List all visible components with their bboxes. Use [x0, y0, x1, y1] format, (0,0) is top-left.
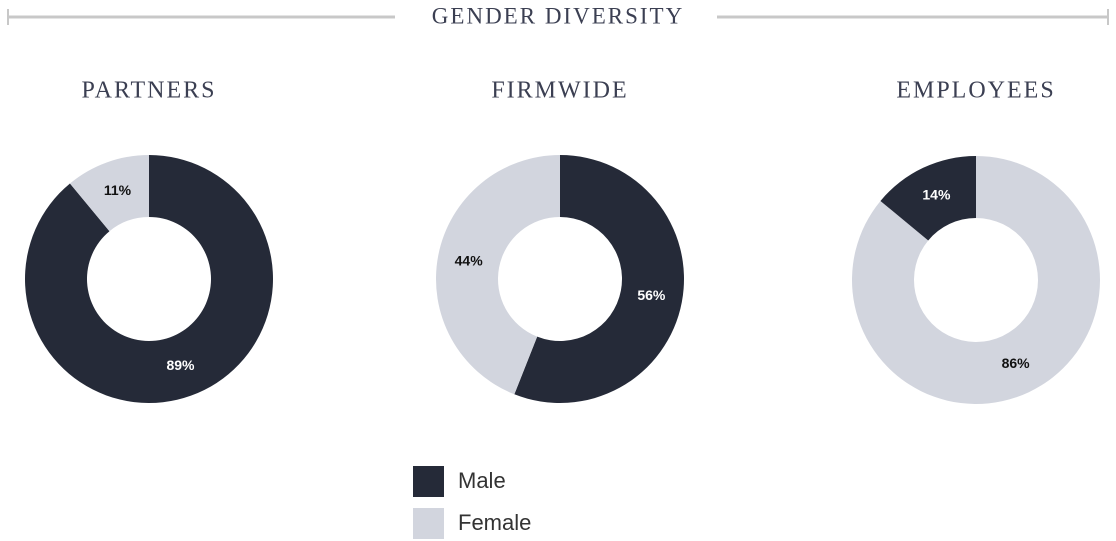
donut-slice [24, 155, 273, 404]
chart-title: PARTNERS [81, 78, 216, 104]
data-label: 56% [637, 287, 666, 303]
donut-slice [435, 155, 560, 395]
legend-label: Male [458, 468, 506, 493]
legend-swatch [413, 508, 444, 539]
data-label: 86% [1002, 355, 1031, 371]
donut-slice [69, 155, 149, 232]
data-label: 89% [166, 357, 195, 373]
chart-title: FIRMWIDE [491, 78, 628, 104]
data-label: 44% [455, 252, 484, 268]
data-label: 11% [104, 182, 132, 198]
data-label: 14% [922, 187, 951, 203]
chart-title: EMPLOYEES [896, 78, 1055, 104]
legend-label: Female [458, 510, 531, 535]
legend-swatch [413, 466, 444, 497]
donut-slice [514, 155, 684, 403]
donut-slice [880, 156, 976, 241]
donut-slice [852, 156, 1100, 404]
page-title: GENDER DIVERSITY [432, 3, 684, 28]
